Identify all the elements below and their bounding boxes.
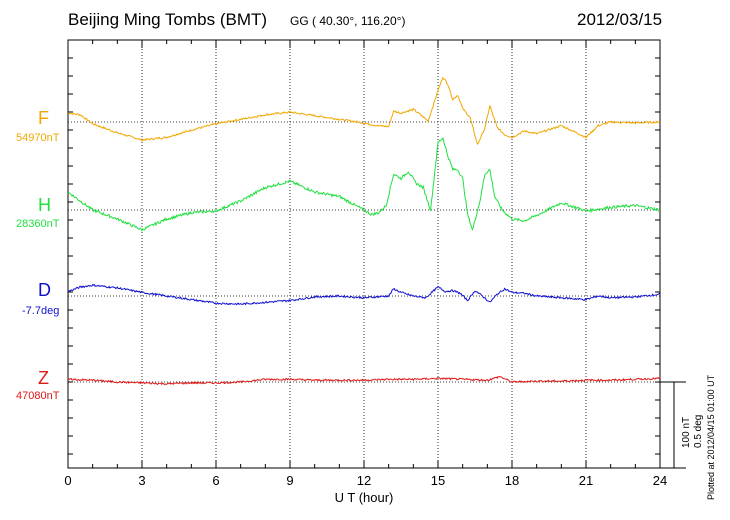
x-tick-label: 0 (64, 473, 71, 488)
component-letter-h: H (38, 195, 51, 215)
x-tick-label: 3 (138, 473, 145, 488)
component-baseline-f: 54970nT (16, 132, 60, 144)
series-line-f (68, 76, 661, 145)
x-tick-label: 18 (505, 473, 519, 488)
component-baseline-z: 47080nT (16, 390, 60, 402)
component-letter-f: F (38, 108, 49, 128)
x-tick-label: 6 (212, 473, 219, 488)
series-line-h (67, 136, 661, 233)
component-letter-d: D (38, 280, 51, 300)
page-title: Beijing Ming Tombs (BMT) (68, 10, 268, 29)
x-tick-label: 21 (579, 473, 593, 488)
x-tick-label: 24 (653, 473, 667, 488)
date-label: 2012/03/15 (577, 10, 663, 29)
x-tick-label: 12 (357, 473, 371, 488)
x-tick-label: 9 (286, 473, 293, 488)
x-tick-label: 15 (431, 473, 445, 488)
component-baseline-h: 28360nT (16, 218, 60, 230)
component-baseline-d: -7.7deg (22, 305, 60, 317)
component-letter-z: Z (38, 368, 49, 388)
station-coords: GG ( 40.30°, 116.20°) (290, 14, 406, 28)
series-line-d (67, 283, 661, 306)
x-axis-label: U T (hour) (335, 490, 394, 505)
series-line-z (67, 375, 661, 386)
